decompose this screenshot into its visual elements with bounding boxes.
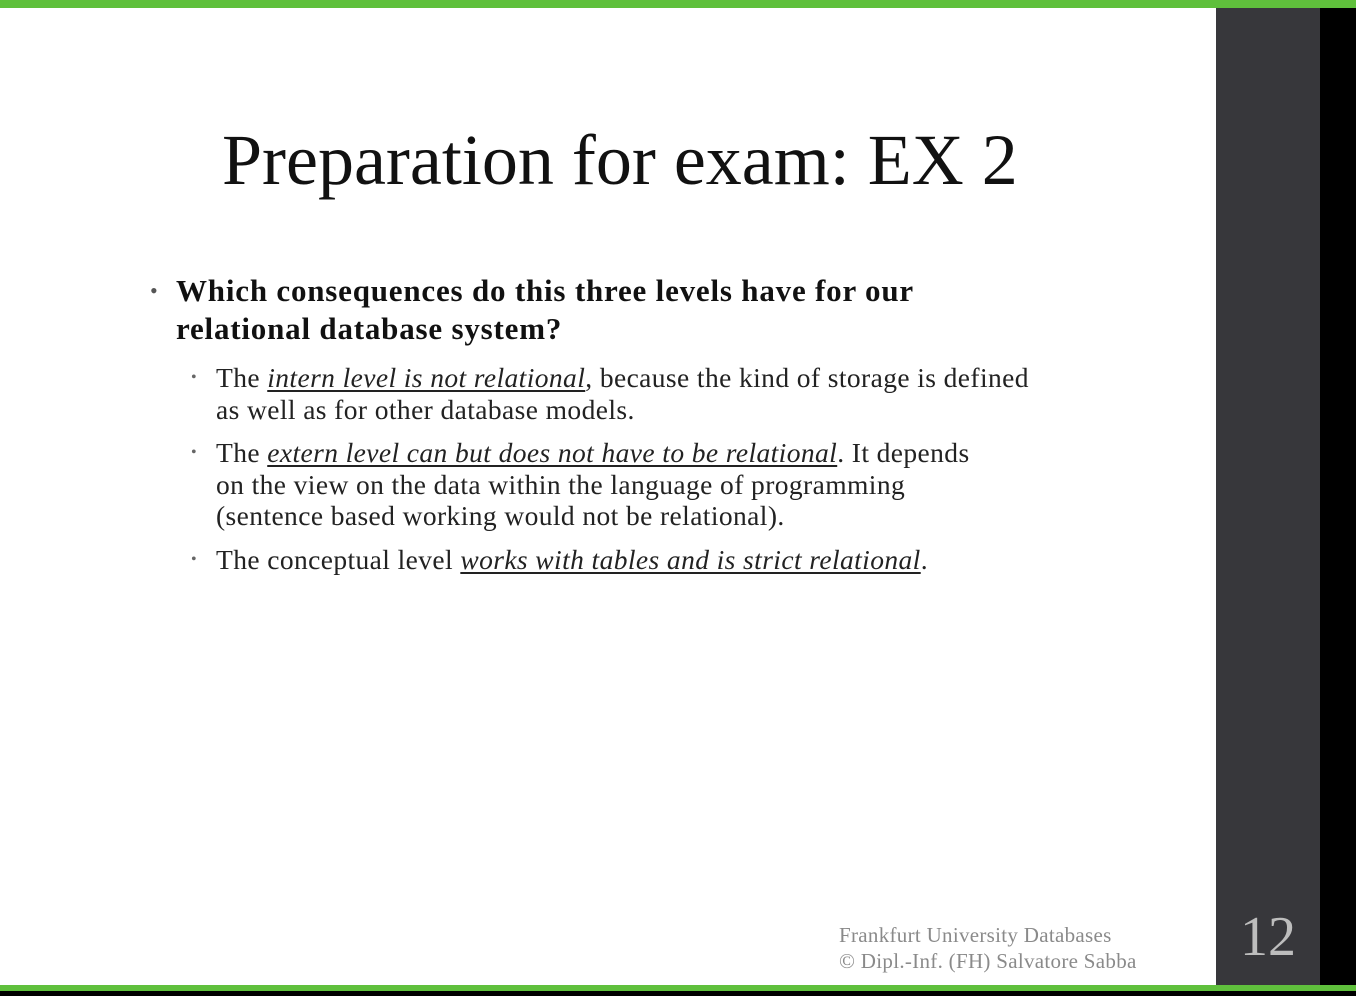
bullet-icon: • xyxy=(191,444,198,461)
bottom-accent-bar xyxy=(0,985,1356,991)
point-emphasis: extern level can but does not have to be… xyxy=(267,437,838,468)
point-suffix: . xyxy=(920,543,928,575)
point-item-extern: • The extern level can but does not have… xyxy=(191,437,986,532)
point-emphasis: works with tables and is strict relation… xyxy=(460,543,921,575)
side-edge xyxy=(1320,8,1356,985)
point-item-intern: • The intern level is not relational, be… xyxy=(191,362,1046,425)
bullet-icon: • xyxy=(191,369,198,386)
footer-line-2: © Dipl.-Inf. (FH) Salvatore Sabba xyxy=(839,949,1137,973)
point-prefix: The xyxy=(216,437,268,468)
footer: Frankfurt University Databases © Dipl.-I… xyxy=(839,922,1137,974)
bottom-edge xyxy=(0,991,1356,996)
point-prefix: The conceptual level xyxy=(216,543,461,575)
slide-content: • Which consequences do this three level… xyxy=(150,272,1050,575)
top-accent-bar xyxy=(0,0,1356,8)
page-number: 12 xyxy=(1240,906,1296,968)
slide-title: Preparation for exam: EX 2 xyxy=(222,120,1018,200)
point-suffix: , because the kind of storage is defined… xyxy=(216,362,1029,425)
point-item-conceptual: • The conceptual level works with tables… xyxy=(191,543,986,576)
point-emphasis: intern level is not relational xyxy=(267,362,586,393)
point-prefix: The xyxy=(216,362,268,393)
side-panel xyxy=(1216,8,1320,985)
point-suffix: . It depends on the view on the data wit… xyxy=(216,437,970,531)
bullet-icon: • xyxy=(191,550,198,568)
question-text: Which consequences do this three levels … xyxy=(176,273,914,346)
question-item: • Which consequences do this three level… xyxy=(150,272,1050,348)
footer-line-1: Frankfurt University Databases xyxy=(839,923,1112,947)
bullet-icon: • xyxy=(150,278,159,303)
